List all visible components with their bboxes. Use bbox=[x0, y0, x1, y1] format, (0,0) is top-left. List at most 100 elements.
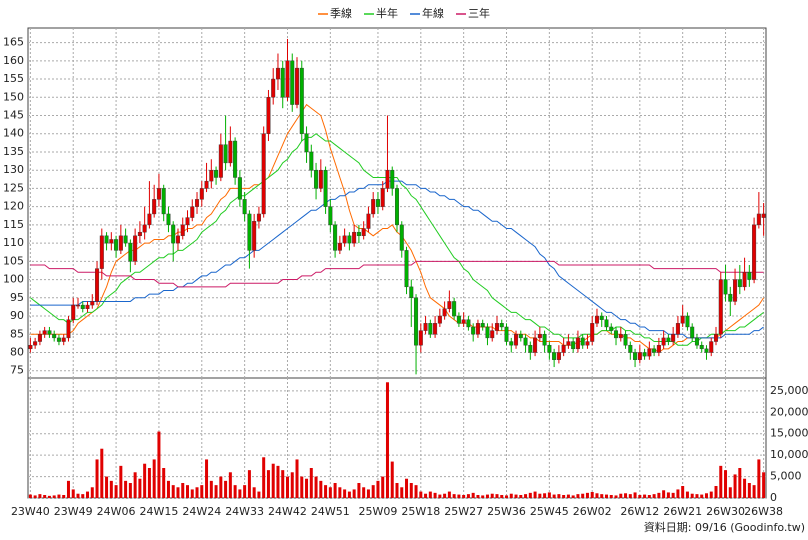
candle-body bbox=[442, 308, 447, 317]
candle-body bbox=[509, 341, 514, 346]
volume-bar bbox=[62, 495, 66, 498]
y-tick-label: 150 bbox=[3, 90, 24, 103]
volume-bar bbox=[390, 461, 394, 498]
volume-bar bbox=[485, 494, 489, 498]
volume-bar bbox=[500, 495, 504, 498]
candle-body bbox=[494, 323, 499, 331]
x-tick-label: 26W21 bbox=[663, 505, 702, 518]
candle-body bbox=[218, 144, 223, 178]
candle-body bbox=[623, 334, 628, 346]
candle-body bbox=[295, 67, 300, 105]
candle-body bbox=[761, 213, 766, 218]
volume-bar bbox=[604, 494, 608, 498]
candle-body bbox=[723, 279, 728, 295]
volume-bar bbox=[581, 493, 585, 498]
candle-body bbox=[209, 169, 214, 182]
volume-bar bbox=[152, 459, 156, 498]
candle-body bbox=[737, 279, 742, 288]
candle-body bbox=[590, 323, 595, 342]
y-tick-label: 130 bbox=[3, 163, 24, 176]
candle-body bbox=[333, 224, 338, 251]
candle-body bbox=[80, 304, 85, 309]
volume-bar bbox=[728, 487, 732, 498]
volume-bar bbox=[443, 493, 447, 498]
candle-body bbox=[104, 235, 109, 244]
volume-bar bbox=[709, 491, 713, 498]
volume-bar bbox=[86, 491, 90, 498]
y-tick-label: 135 bbox=[3, 145, 24, 158]
y-tick-label: 75 bbox=[10, 364, 24, 377]
candle-body bbox=[290, 60, 295, 105]
candle-body bbox=[475, 323, 480, 335]
candle-body bbox=[114, 239, 119, 251]
candle-body bbox=[133, 235, 138, 262]
volume-bar bbox=[333, 483, 337, 498]
legend-label: 三年 bbox=[468, 6, 490, 20]
volume-bar bbox=[324, 485, 328, 498]
candle-body bbox=[347, 235, 352, 244]
candle-body bbox=[309, 151, 314, 171]
volume-bar bbox=[305, 478, 309, 498]
candle-body bbox=[395, 188, 400, 226]
candle-body bbox=[633, 352, 638, 360]
candle-body bbox=[528, 344, 533, 353]
y-tick-label: 160 bbox=[3, 54, 24, 67]
candle-body bbox=[52, 334, 57, 339]
volume-bar bbox=[200, 485, 204, 498]
candle-body bbox=[680, 315, 685, 324]
ma-line bbox=[30, 260, 764, 288]
volume-bar bbox=[609, 495, 613, 498]
volume-tick-label: 20,000 bbox=[770, 405, 808, 418]
volume-bar bbox=[381, 476, 385, 498]
volume-bar bbox=[662, 490, 666, 498]
volume-bar bbox=[71, 489, 75, 498]
volume-bar bbox=[28, 494, 32, 498]
y-tick-label: 90 bbox=[10, 309, 24, 322]
candle-body bbox=[380, 188, 385, 207]
volume-bar bbox=[762, 472, 766, 498]
candle-body bbox=[323, 169, 328, 207]
candle-body bbox=[318, 169, 323, 189]
volume-bar bbox=[176, 487, 180, 498]
y-tick-label: 105 bbox=[3, 254, 24, 267]
candle-body bbox=[252, 221, 257, 251]
candle-body bbox=[585, 341, 590, 346]
volume-bar bbox=[66, 480, 70, 498]
candle-body bbox=[523, 337, 528, 346]
volume-bar bbox=[619, 493, 623, 498]
ma-line bbox=[30, 133, 764, 346]
candle-body bbox=[61, 337, 66, 342]
volume-bar bbox=[752, 485, 756, 498]
volume-bar bbox=[33, 495, 37, 498]
x-tick-label: 25W36 bbox=[487, 505, 526, 518]
candle-body bbox=[614, 330, 619, 339]
candle-body bbox=[247, 213, 252, 251]
candle-body bbox=[671, 334, 676, 342]
volume-bar bbox=[704, 493, 708, 498]
candle-body bbox=[575, 337, 580, 350]
volume-bar bbox=[566, 494, 570, 498]
candle-body bbox=[237, 177, 242, 200]
candle-body bbox=[352, 231, 357, 244]
volume-bar bbox=[571, 495, 575, 498]
volume-bar bbox=[276, 465, 280, 498]
volume-bar bbox=[414, 485, 418, 498]
volume-bar bbox=[109, 480, 113, 498]
candle-body bbox=[514, 334, 519, 346]
candle-body bbox=[609, 326, 614, 331]
volume-bar bbox=[666, 492, 670, 498]
candle-body bbox=[461, 319, 466, 324]
candle-body bbox=[656, 344, 661, 353]
volume-bar bbox=[528, 492, 532, 498]
candle-body bbox=[556, 352, 561, 360]
volume-bar bbox=[533, 491, 537, 498]
candle-body bbox=[480, 323, 485, 328]
candle-body bbox=[142, 224, 147, 233]
candle-body bbox=[95, 268, 100, 302]
volume-bar bbox=[195, 487, 199, 498]
candle-body bbox=[404, 250, 409, 288]
volume-bar bbox=[481, 495, 485, 498]
x-tick-label: 24W06 bbox=[97, 505, 136, 518]
candle-body bbox=[447, 301, 452, 309]
